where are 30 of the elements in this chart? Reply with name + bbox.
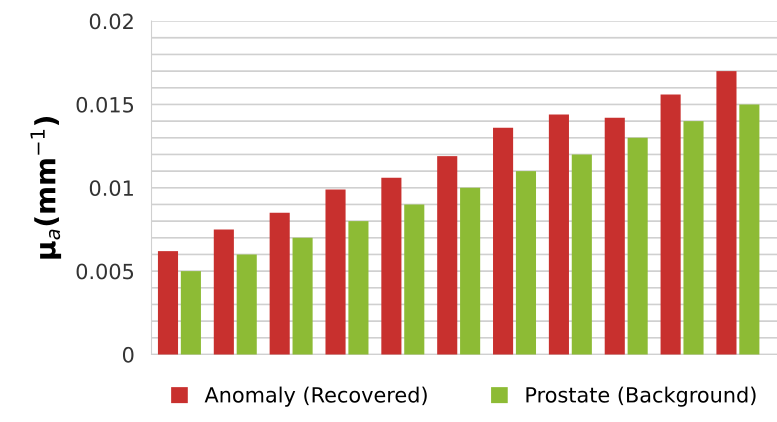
bar	[404, 204, 424, 354]
bar	[437, 156, 458, 354]
bar	[516, 171, 536, 354]
bar	[348, 221, 368, 354]
y-tick-label: 0.015	[76, 96, 134, 113]
bar	[460, 188, 480, 354]
bar	[381, 178, 402, 354]
y-tick-label: 0.01	[90, 180, 133, 196]
bar	[292, 238, 313, 354]
bar	[236, 254, 257, 354]
bar	[158, 251, 178, 354]
bar	[493, 128, 514, 354]
y-tick-label: 0.02	[90, 14, 133, 30]
bar	[716, 71, 737, 354]
bar	[628, 138, 648, 354]
bar	[214, 229, 234, 354]
legend-label: Anomaly (Recovered)	[204, 386, 427, 407]
bar	[180, 271, 201, 354]
bar	[572, 154, 592, 354]
bar	[739, 104, 760, 354]
bar	[325, 189, 346, 354]
bar	[604, 118, 625, 354]
bar	[270, 212, 290, 354]
bar	[548, 114, 569, 354]
bar	[660, 94, 681, 354]
y-tick-label: 0	[122, 346, 134, 363]
y-tick-label: 0.005	[76, 264, 134, 280]
legend-label: Prostate (Background)	[526, 386, 756, 407]
bar	[683, 121, 704, 354]
y-axis-title: μ$_{a}$(mm$^{−1}$)	[30, 117, 62, 259]
